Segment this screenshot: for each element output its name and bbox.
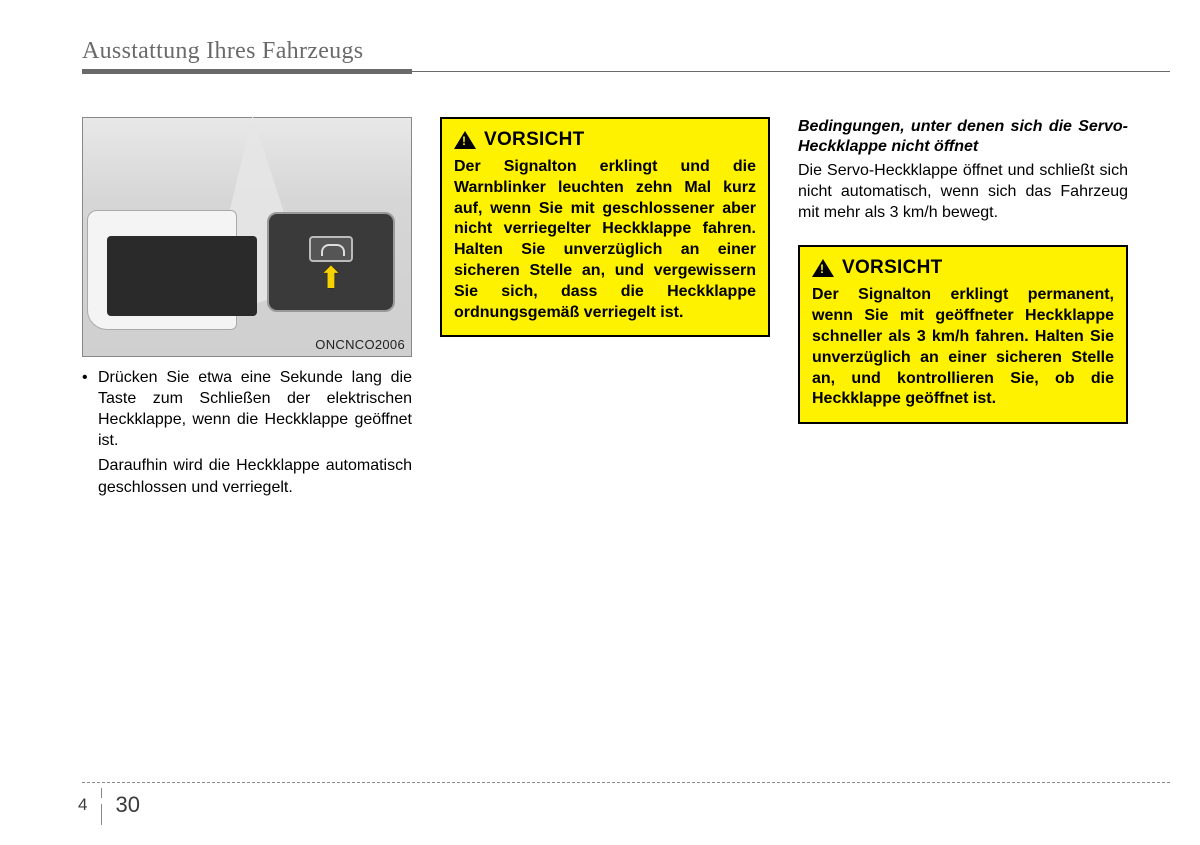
caution-body: Der Signalton erklingt und die Warnblink… (454, 157, 756, 323)
chapter-number: 4 (78, 795, 87, 815)
page-title: Ausstattung Ihres Fahrzeugs (82, 38, 1170, 65)
instruction-list: • Drücken Sie etwa eine Sekunde lang die… (82, 367, 412, 498)
caution-title: VORSICHT (484, 129, 585, 151)
warning-icon (812, 259, 834, 277)
header-rule (82, 69, 1170, 75)
instruction-text: Drücken Sie etwa eine Sekunde lang die T… (98, 367, 412, 451)
caution-box-2: VORSICHT Der Signalton erklingt permanen… (798, 245, 1128, 424)
bullet-dot: • (82, 367, 98, 451)
caution-body: Der Signalton erklingt permanent, wenn S… (812, 285, 1114, 410)
page-number: 4 30 (78, 788, 140, 825)
arrow-up-icon: ⬆ (318, 268, 343, 289)
figure-code: ONCNCO2006 (315, 337, 405, 352)
column-right: Bedingungen, unter denen sich die Servo-… (798, 117, 1128, 498)
caution-box-1: VORSICHT Der Signalton erklingt und die … (440, 117, 770, 337)
column-middle: VORSICHT Der Signalton erklingt und die … (440, 117, 770, 498)
column-left: ⬆ ONCNCO2006 • Drücken Sie etwa eine Sek… (82, 117, 412, 498)
section-body: Die Servo-Heckklappe öffnet und schließt… (798, 161, 1128, 223)
tailgate-button-icon (309, 236, 353, 262)
vehicle-illustration: ⬆ ONCNCO2006 (82, 117, 412, 357)
instruction-followup: Daraufhin wird die Heckklappe automatisc… (98, 455, 412, 497)
caution-title: VORSICHT (842, 257, 943, 279)
warning-icon (454, 131, 476, 149)
section-subhead: Bedingungen, unter denen sich die Servo-… (798, 117, 1128, 157)
button-inset: ⬆ (267, 212, 395, 312)
footer-rule (82, 782, 1170, 783)
page-number-value: 30 (115, 792, 139, 818)
